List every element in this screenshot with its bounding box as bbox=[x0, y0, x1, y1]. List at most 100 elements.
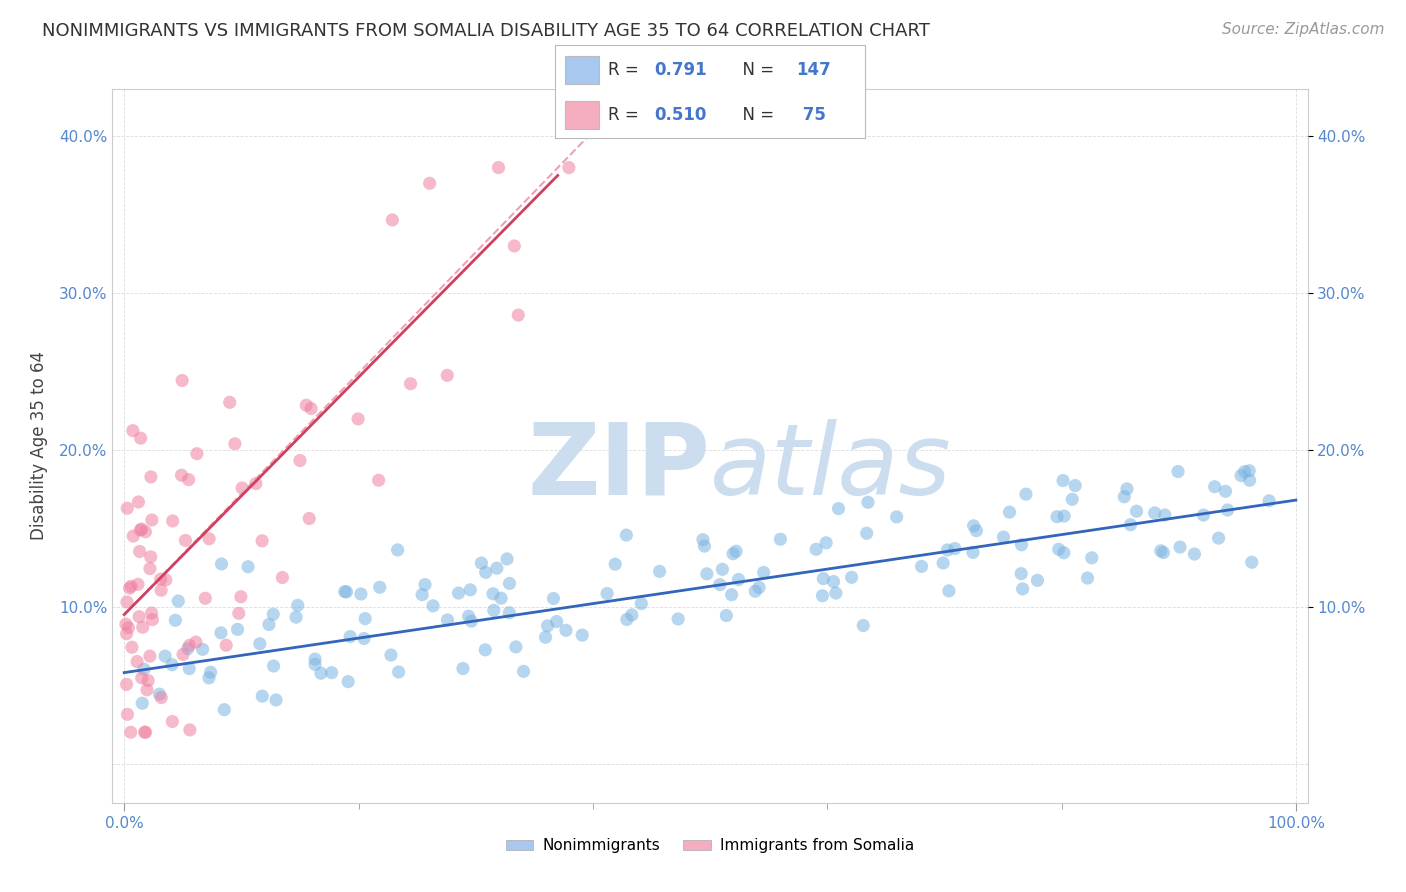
Point bbox=[179, 723, 201, 737]
Text: R =: R = bbox=[607, 61, 644, 78]
Point bbox=[1047, 542, 1070, 557]
Point bbox=[155, 573, 177, 587]
Point bbox=[165, 613, 187, 627]
Point bbox=[139, 549, 162, 564]
Legend: Nonimmigrants, Immigrants from Somalia: Nonimmigrants, Immigrants from Somalia bbox=[499, 832, 921, 859]
Point bbox=[333, 584, 356, 599]
Point bbox=[136, 673, 159, 688]
Point bbox=[399, 376, 422, 391]
Point bbox=[1116, 482, 1139, 496]
Point bbox=[422, 599, 444, 613]
Point bbox=[135, 725, 157, 739]
Point bbox=[605, 557, 627, 571]
Point bbox=[1233, 465, 1256, 479]
Text: N =: N = bbox=[731, 61, 779, 78]
Point bbox=[153, 649, 176, 664]
Point bbox=[368, 580, 391, 594]
Point bbox=[630, 597, 652, 611]
Point bbox=[841, 570, 863, 584]
Point bbox=[963, 518, 986, 533]
Point bbox=[1010, 566, 1032, 581]
Point bbox=[304, 652, 326, 666]
Point bbox=[1204, 480, 1226, 494]
Point bbox=[932, 556, 955, 570]
Point bbox=[131, 696, 153, 710]
Point bbox=[117, 707, 139, 722]
Point bbox=[134, 524, 156, 539]
Point bbox=[1053, 509, 1076, 524]
Point bbox=[811, 589, 834, 603]
Point bbox=[215, 638, 238, 652]
Point bbox=[696, 566, 718, 581]
Point bbox=[1239, 473, 1261, 487]
Point bbox=[720, 588, 742, 602]
Point bbox=[136, 682, 159, 697]
Point bbox=[419, 176, 441, 190]
Point bbox=[411, 588, 433, 602]
Point bbox=[692, 533, 714, 547]
Point bbox=[474, 643, 496, 657]
Point bbox=[716, 608, 738, 623]
Point bbox=[1125, 504, 1147, 518]
Point bbox=[886, 509, 908, 524]
Point bbox=[962, 545, 984, 559]
Point bbox=[339, 630, 361, 644]
Point bbox=[128, 544, 150, 558]
Point bbox=[263, 659, 285, 673]
Point bbox=[1143, 506, 1166, 520]
FancyBboxPatch shape bbox=[565, 56, 599, 84]
Point bbox=[827, 501, 849, 516]
Point bbox=[460, 582, 482, 597]
Point bbox=[194, 591, 217, 606]
Point bbox=[596, 586, 619, 600]
Point bbox=[709, 577, 731, 591]
Point bbox=[413, 577, 436, 591]
Point bbox=[236, 559, 259, 574]
Point bbox=[856, 495, 879, 509]
Point bbox=[150, 690, 173, 705]
Point bbox=[347, 412, 370, 426]
Point bbox=[508, 308, 530, 322]
Point bbox=[252, 689, 274, 703]
Point bbox=[1216, 503, 1239, 517]
Point bbox=[129, 523, 152, 537]
Point bbox=[813, 572, 835, 586]
Point bbox=[498, 576, 520, 591]
Point bbox=[482, 587, 505, 601]
Point bbox=[666, 612, 689, 626]
Point bbox=[115, 595, 138, 609]
Point bbox=[139, 561, 162, 575]
Point bbox=[1080, 550, 1102, 565]
Point bbox=[536, 619, 558, 633]
Point bbox=[214, 703, 236, 717]
Point bbox=[120, 725, 142, 739]
Point bbox=[1062, 492, 1084, 507]
Point bbox=[546, 615, 568, 629]
Point bbox=[131, 671, 153, 685]
Point bbox=[218, 395, 240, 409]
Text: atlas: atlas bbox=[710, 419, 952, 516]
Point bbox=[117, 621, 139, 635]
Point bbox=[141, 606, 163, 620]
Point bbox=[965, 524, 987, 538]
Point bbox=[139, 649, 162, 664]
Point bbox=[1052, 474, 1074, 488]
Point bbox=[1192, 508, 1215, 522]
Text: 0.791: 0.791 bbox=[654, 61, 707, 78]
Point bbox=[285, 610, 308, 624]
Point bbox=[179, 662, 201, 676]
Point bbox=[127, 577, 149, 591]
Point bbox=[177, 473, 200, 487]
Point bbox=[200, 665, 222, 680]
Point bbox=[353, 632, 375, 646]
Point bbox=[381, 213, 404, 227]
Point bbox=[299, 401, 322, 416]
Point bbox=[250, 533, 273, 548]
Point bbox=[1215, 484, 1237, 499]
Point bbox=[1184, 547, 1206, 561]
Point bbox=[769, 533, 792, 547]
Point bbox=[304, 657, 326, 672]
Point bbox=[149, 572, 172, 586]
Point bbox=[380, 648, 402, 662]
Point bbox=[139, 470, 162, 484]
